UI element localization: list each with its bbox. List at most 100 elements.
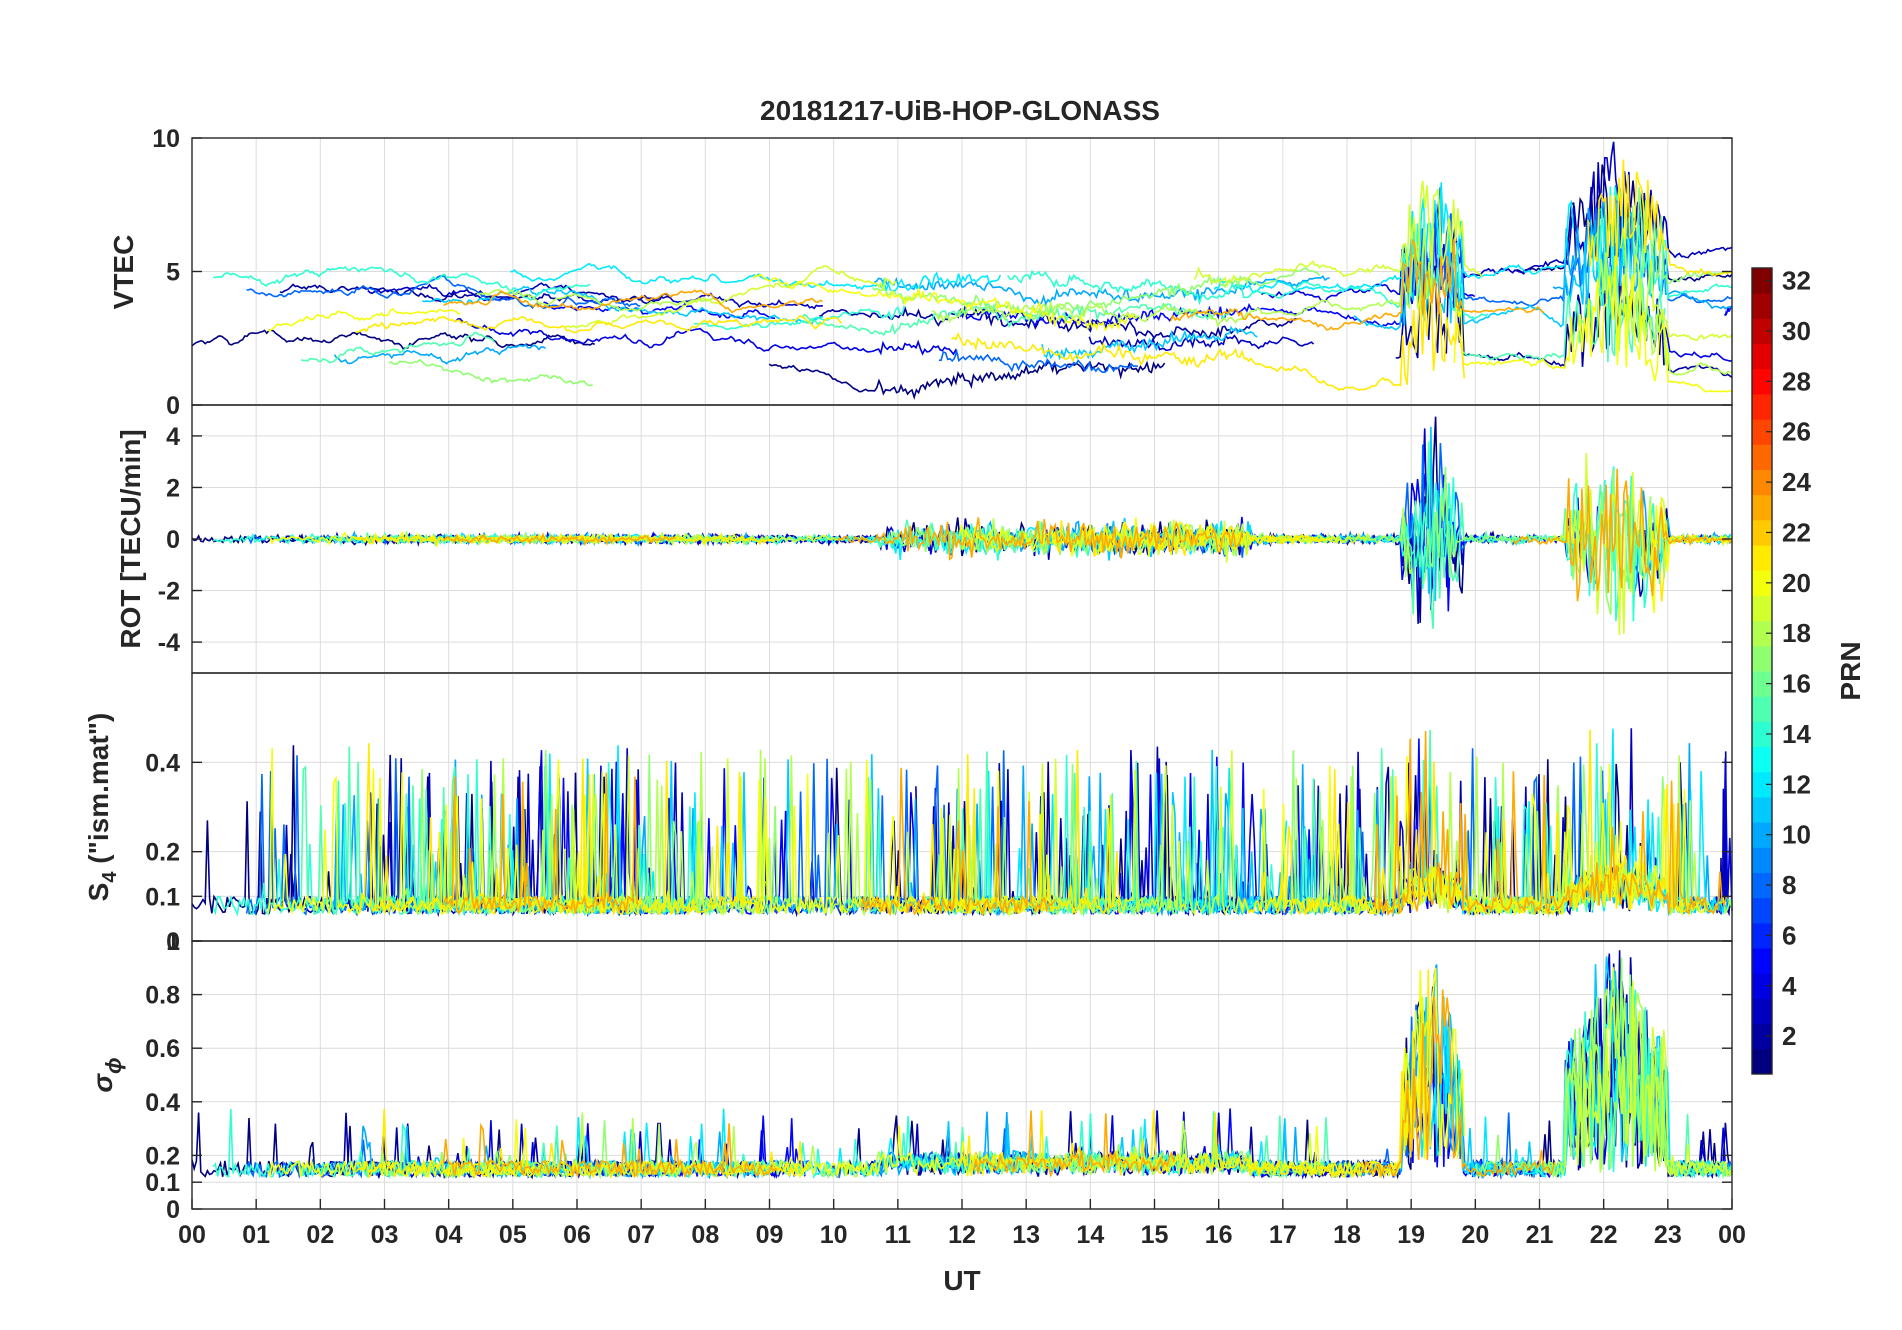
series-prn-19	[1193, 180, 1483, 289]
x-tick-label: 15	[1141, 1221, 1169, 1249]
series-prn-11	[422, 285, 824, 325]
y-tick-label: 0.6	[145, 1035, 180, 1063]
vtec-series	[191, 141, 1733, 400]
x-tick-label: 16	[1205, 1221, 1233, 1249]
y-tick-label: 10	[152, 125, 180, 153]
colorbar-tick-label: 2	[1782, 1021, 1796, 1051]
series-prn-23	[1170, 238, 1545, 331]
series-prn-23	[442, 1122, 778, 1179]
colorbar-tick-label: 18	[1782, 618, 1811, 648]
series-prn-18	[931, 227, 1435, 328]
series-prn-14	[693, 305, 906, 331]
y-tick-label: 2	[166, 474, 180, 502]
y-tick-label: 0.4	[145, 1089, 180, 1117]
series-prn-19	[564, 265, 897, 329]
colorbar-level	[1752, 645, 1772, 672]
series-prn-1	[768, 360, 1166, 400]
x-tick-label: 01	[242, 1221, 270, 1249]
x-tick-label: 13	[1012, 1221, 1040, 1249]
panel-rot: -4 -2 0 2 4 ROT [TECU/min]	[115, 404, 1733, 674]
s4-yticks: 0 0.1 0.2 0.4	[145, 749, 1732, 956]
series-prn-10	[333, 343, 546, 365]
x-tick-label: 00	[178, 1221, 206, 1249]
colorbar-tick-label: 20	[1782, 568, 1811, 598]
colorbar-level	[1752, 796, 1772, 823]
x-tick-label: 22	[1590, 1221, 1618, 1249]
colorbar-frame	[1751, 267, 1773, 1075]
series-prn-20	[754, 759, 1026, 918]
colorbar-level	[1752, 746, 1772, 773]
series-prn-1	[1516, 164, 1733, 283]
sigma-yticks: 00.10.20.40.60.81	[145, 928, 1732, 1224]
series-prn-14	[1378, 466, 1676, 622]
colorbar-level	[1752, 1023, 1772, 1050]
colorbar-tick-label: 8	[1782, 870, 1796, 900]
y-tick-label: -4	[158, 629, 180, 657]
colorbar-tick-label: 24	[1782, 467, 1811, 497]
colorbar-level	[1752, 897, 1772, 924]
colorbar-level	[1752, 343, 1772, 370]
y-tick-label: 0.8	[145, 982, 180, 1010]
series-prn-23	[443, 289, 823, 314]
x-tick-label: 08	[691, 1221, 719, 1249]
series-prn-21	[355, 743, 763, 917]
colorbar-level	[1752, 444, 1772, 470]
rot-yticks: -4 -2 0 2 4	[158, 423, 1732, 657]
x-tick-label: 06	[563, 1221, 591, 1249]
x-tick-label: 14	[1076, 1221, 1104, 1249]
s4-series	[191, 728, 1733, 918]
series-prn-21	[1241, 729, 1703, 917]
y-tick-label: 0.1	[145, 1169, 180, 1197]
series-prn-21	[951, 287, 1466, 391]
series-prn-3	[367, 282, 823, 310]
sigma-series	[191, 950, 1733, 1180]
rot-series	[191, 416, 1733, 635]
series-prn-11	[1353, 198, 1639, 331]
colorbar-level	[1752, 268, 1772, 294]
series-prn-23	[1512, 468, 1733, 602]
s4-ylabel: S4 ("ism.mat")	[83, 713, 121, 902]
series-prn-2	[819, 305, 1298, 340]
x-tick-label: 05	[499, 1221, 527, 1249]
y-tick-label: 0.2	[145, 1142, 180, 1170]
s4-ylabel-sub: 4	[99, 871, 121, 883]
colorbar-level	[1752, 696, 1772, 722]
series-prn-4	[1657, 308, 1733, 362]
colorbar-level	[1752, 998, 1772, 1025]
colorbar-level	[1752, 671, 1772, 697]
x-tick-label: 23	[1654, 1221, 1682, 1249]
x-tick-label: 09	[756, 1221, 784, 1249]
series-prn-19	[1574, 981, 1733, 1178]
series-prn-21	[1587, 159, 1733, 277]
x-tick-label: 17	[1269, 1221, 1297, 1249]
colorbar-level	[1752, 318, 1772, 345]
series-prn-10	[333, 759, 729, 917]
colorbar-gradient	[1752, 268, 1772, 1075]
series-prn-19	[564, 532, 845, 547]
colorbar-tick-label: 30	[1782, 316, 1811, 346]
colorbar-tick-label: 32	[1782, 266, 1811, 296]
x-tick-label: 18	[1333, 1221, 1361, 1249]
panel-sigma-phi: 00.10.20.40.60.81 σϕ	[87, 928, 1733, 1224]
vtec-grid	[192, 138, 1732, 405]
colorbar-level	[1752, 847, 1772, 873]
colorbar-label: PRN	[1835, 641, 1866, 700]
colorbar-level	[1752, 922, 1772, 949]
series-prn-23	[1361, 989, 1556, 1179]
sigma-ylabel-main: σ	[87, 1073, 118, 1093]
sigma-ylabel-sub: ϕ	[101, 1057, 126, 1074]
colorbar-level	[1752, 419, 1772, 445]
series-prn-15	[906, 1111, 1360, 1179]
colorbar-tick-label: 10	[1782, 820, 1811, 850]
x-axis-ticks: 00 01 02 03 04 05 06 07 08 09 10 11 12 13 14 15 16 17 18 19…	[178, 1199, 1746, 1249]
x-axis-label: UT	[943, 1265, 980, 1296]
x-tick-label: 10	[820, 1221, 848, 1249]
series-prn-14	[213, 265, 591, 301]
series-prn-23	[442, 532, 676, 547]
series-prn-4	[455, 317, 959, 356]
colorbar-level	[1752, 1048, 1772, 1075]
series-prn-5	[959, 222, 1458, 330]
colorbar-tick-label: 16	[1782, 669, 1811, 699]
